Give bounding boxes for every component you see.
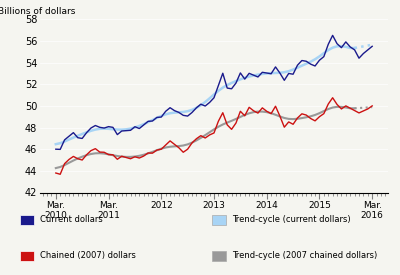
Text: Billions of dollars: Billions of dollars (0, 7, 76, 16)
Text: Trend-cycle (current dollars): Trend-cycle (current dollars) (232, 216, 351, 224)
Text: Current dollars: Current dollars (40, 216, 103, 224)
Text: Trend-cycle (2007 chained dollars): Trend-cycle (2007 chained dollars) (232, 251, 377, 260)
Text: Chained (2007) dollars: Chained (2007) dollars (40, 251, 136, 260)
